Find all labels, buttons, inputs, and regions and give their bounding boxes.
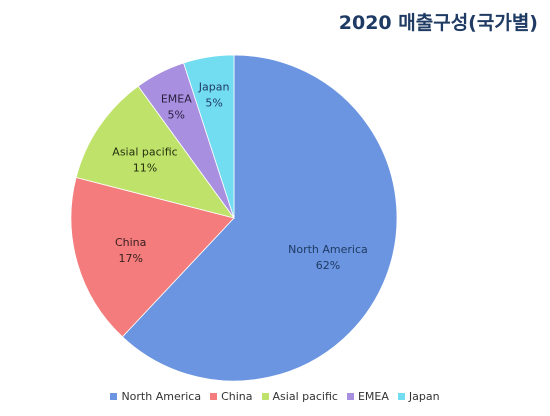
slice-value-label: 62% [316,259,340,272]
slice-value-label: 17% [118,252,142,265]
legend-swatch [346,393,354,400]
legend-item: Japan [397,390,440,403]
slice-value-label: 5% [168,109,185,122]
legend-swatch [110,393,118,400]
slice-category-label: North America [288,243,368,256]
chart-title: 2020 매출구성(국가별) [338,12,538,34]
legend-label: EMEA [357,390,389,403]
pie-slice-asial-pacific [75,85,235,219]
legend-swatch [210,393,218,400]
slice-category-label: Japan [198,80,230,93]
legend-label: Japan [408,390,440,403]
pie-slice-china [70,176,235,338]
slice-value-label: 11% [133,162,157,175]
legend-item: North America [110,390,201,403]
legend-label: China [221,390,253,403]
legend: North America China Asial pacific EMEA Japan [0,390,550,403]
slice-category-label: China [115,236,146,249]
slice-value-label: 5% [205,96,222,109]
legend-item: China [210,390,253,403]
legend-swatch [261,393,269,400]
legend-item: EMEA [346,390,389,403]
pie-slice-japan [183,54,235,219]
legend-item: Asial pacific [261,390,338,403]
slice-category-label: Asial pacific [112,146,177,159]
pie-slice-north-america [121,54,398,382]
slice-category-label: EMEA [161,93,192,106]
legend-label: Asial pacific [272,390,338,403]
legend-label: North America [121,390,202,403]
legend-swatch [397,393,405,400]
